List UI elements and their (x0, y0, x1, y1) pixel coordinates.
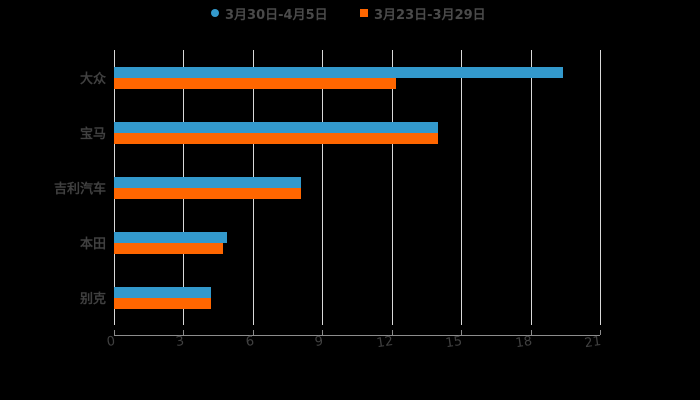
x-tick (253, 330, 254, 335)
x-tick-label: 12 (375, 334, 395, 352)
bar-series-1[interactable] (114, 232, 227, 243)
x-tick-label: 3 (174, 334, 186, 351)
bar-series-1[interactable] (114, 287, 211, 298)
grid-line (531, 50, 532, 325)
x-tick (322, 330, 323, 335)
category-label: 本田 (79, 237, 106, 252)
x-tick-label: 9 (313, 334, 325, 351)
legend-item-series-1[interactable]: 3月30日-4月5日 (211, 3, 328, 23)
bar-series-2[interactable] (114, 187, 301, 199)
legend-item-series-2[interactable]: 3月23日-3月29日 (360, 3, 486, 23)
bar-series-2[interactable] (114, 242, 223, 254)
category-label: 大众 (79, 72, 106, 87)
legend-label: 3月30日-4月5日 (225, 7, 328, 23)
x-axis-line (114, 335, 600, 336)
legend-label: 3月23日-3月29日 (374, 7, 486, 23)
bar-series-2[interactable] (114, 77, 396, 89)
x-tick (461, 330, 462, 335)
category-label: 别克 (79, 292, 106, 307)
x-tick (600, 330, 601, 335)
x-tick-label: 18 (514, 334, 534, 352)
bar-series-1[interactable] (114, 67, 563, 78)
grid-line (461, 50, 462, 325)
x-tick-label: 0 (105, 334, 117, 351)
x-tick (531, 330, 532, 335)
bar-series-1[interactable] (114, 122, 438, 133)
bar-series-1[interactable] (114, 177, 301, 188)
chart-legend: 3月30日-4月5日 3月23日-3月29日 (0, 3, 700, 23)
legend-circle-marker-icon (211, 9, 219, 17)
grid-line (322, 50, 323, 325)
legend-square-marker-icon (360, 9, 368, 17)
bar-series-2[interactable] (114, 132, 438, 144)
grid-line (600, 50, 601, 325)
bar-series-2[interactable] (114, 297, 211, 309)
x-tick (183, 330, 184, 335)
category-label: 吉利汽车 (53, 182, 106, 197)
x-tick (114, 330, 115, 335)
grid-line (392, 50, 393, 325)
x-tick (392, 330, 393, 335)
x-tick-label: 21 (583, 334, 603, 352)
category-label: 宝马 (79, 127, 106, 142)
x-tick-label: 15 (444, 334, 464, 352)
x-tick-label: 6 (244, 334, 256, 351)
